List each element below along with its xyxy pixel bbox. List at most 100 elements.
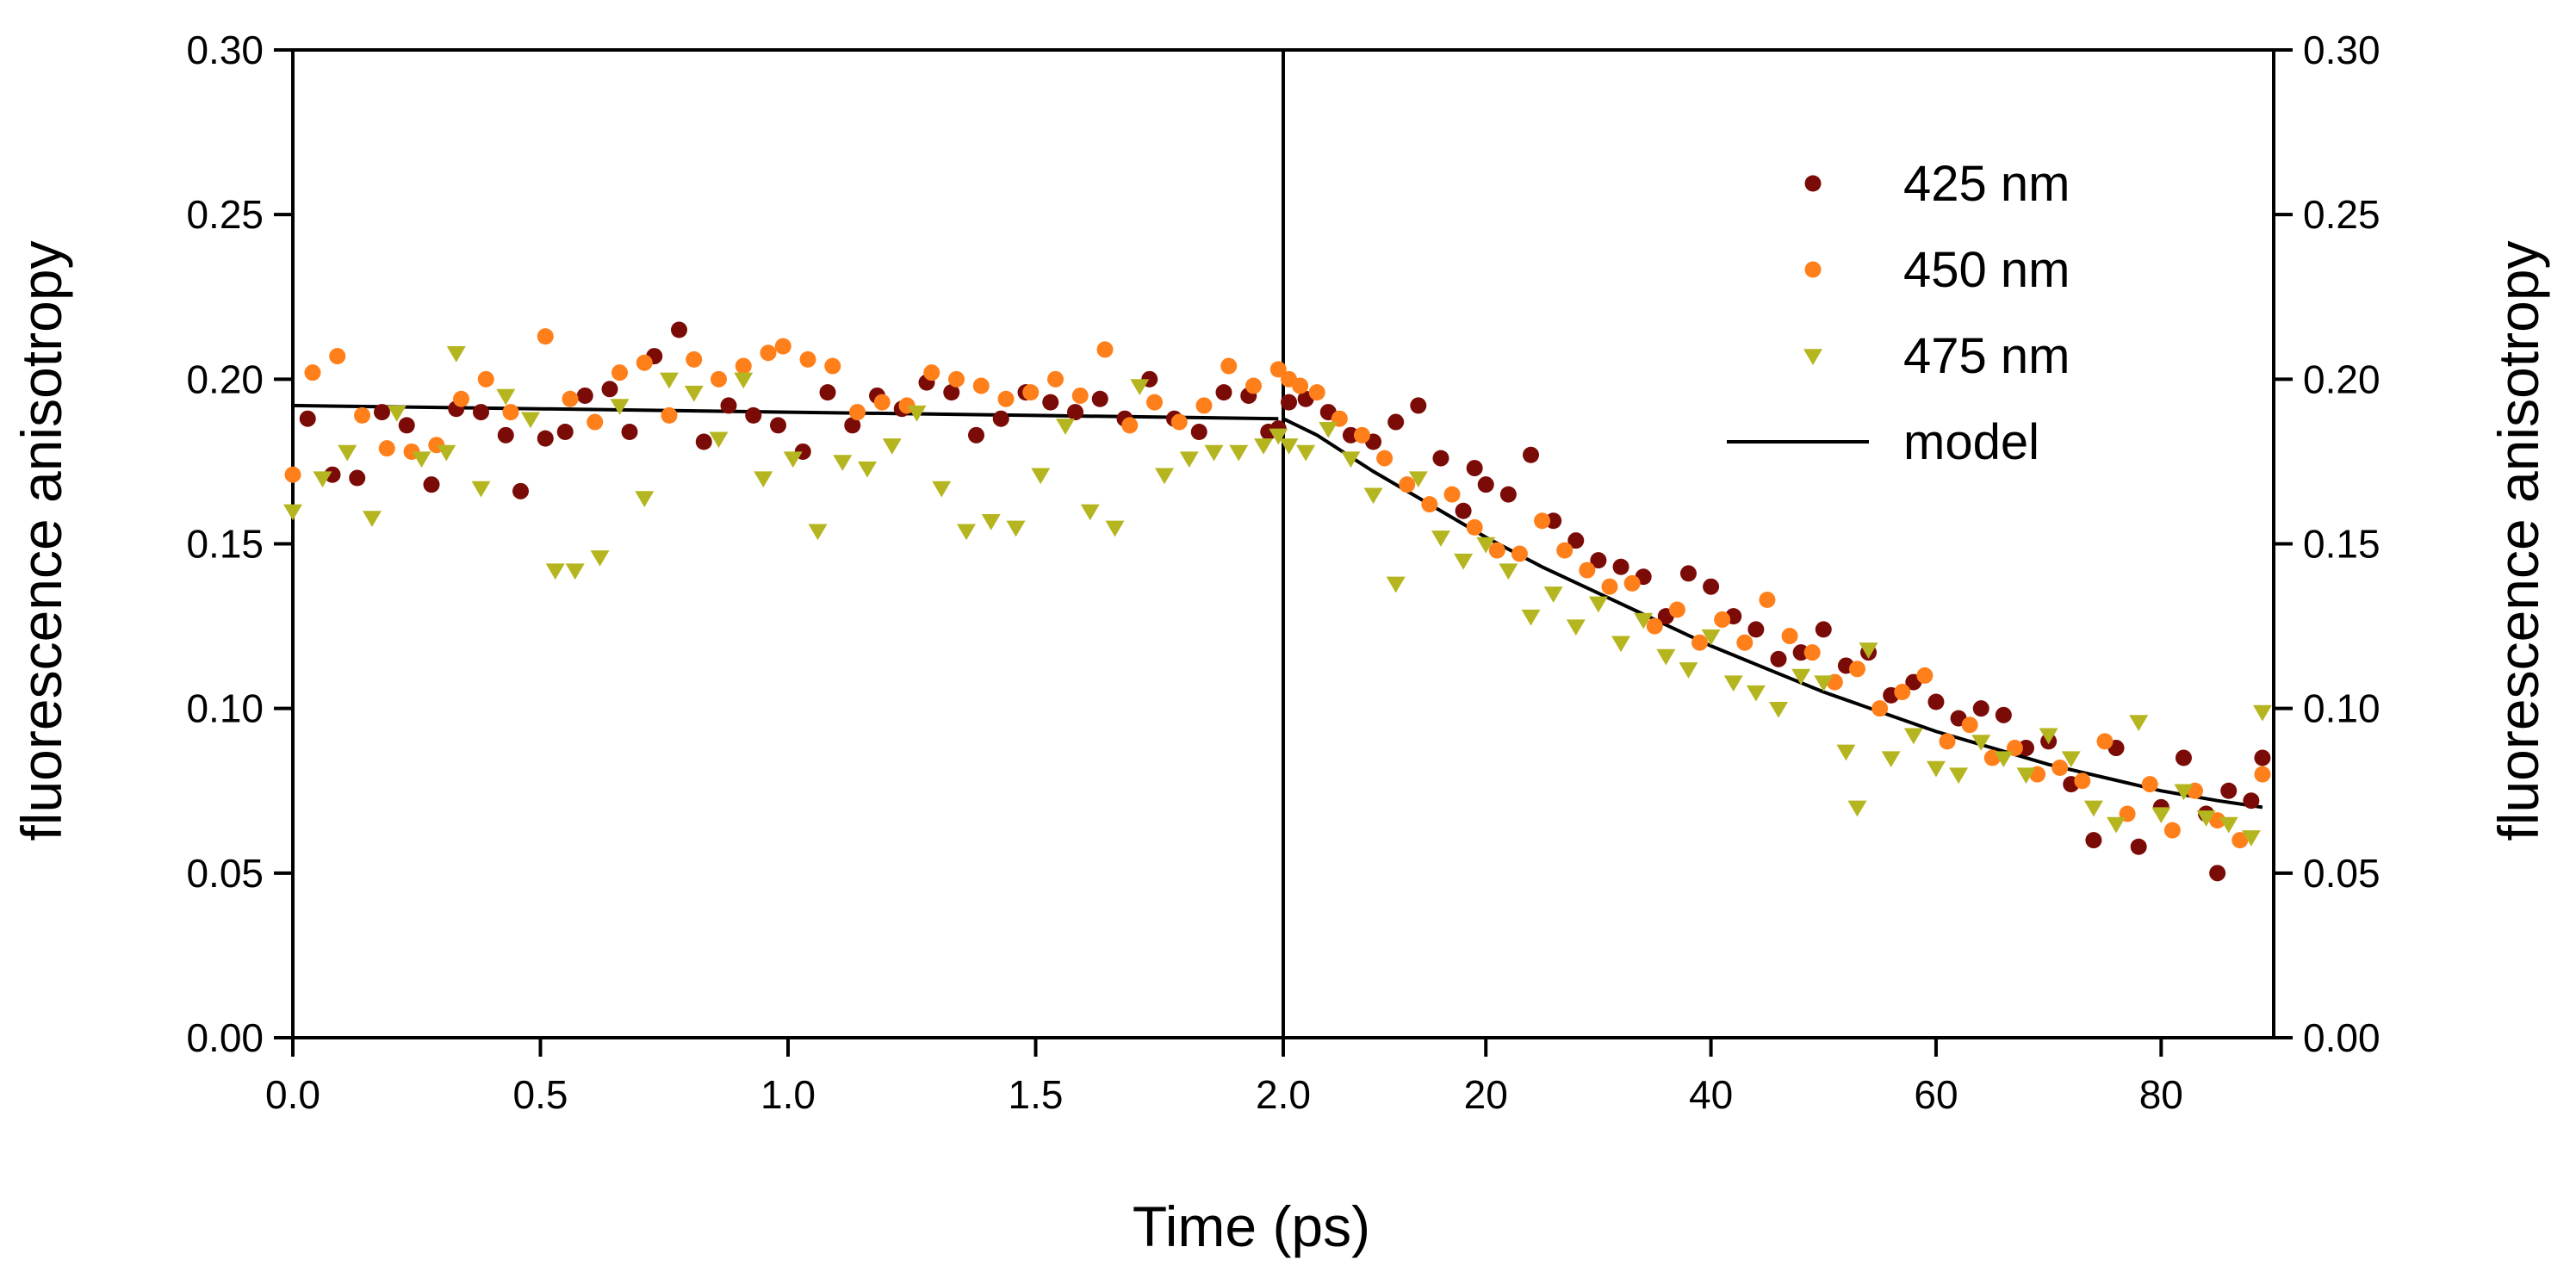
point-s475 — [1269, 428, 1288, 445]
x-tick-label: 60 — [1914, 1072, 1958, 1117]
point-s450 — [2254, 766, 2271, 783]
point-s425 — [1927, 693, 1945, 710]
point-s475 — [1949, 767, 1969, 785]
y-axis-title-left: fluorescence anisotropy — [9, 240, 73, 841]
point-s475 — [882, 438, 902, 455]
point-s425 — [1972, 700, 1989, 717]
point-s425 — [968, 426, 984, 444]
legend-label-s450: 450 nm — [1903, 242, 2070, 298]
point-s475 — [610, 399, 630, 415]
point-s425 — [671, 321, 687, 338]
y-tick-label-right: 0.10 — [2303, 686, 2380, 731]
point-s475 — [1723, 675, 1743, 692]
point-s450 — [1511, 545, 1528, 562]
point-s425 — [1545, 512, 1562, 530]
point-s475 — [496, 388, 516, 406]
point-s425 — [2209, 865, 2226, 882]
y-tick-label-left: 0.15 — [186, 522, 264, 567]
y-tick-label-right: 0.30 — [2303, 28, 2380, 72]
point-s475 — [754, 471, 773, 488]
point-s475 — [684, 385, 704, 402]
point-s450 — [1623, 574, 1641, 592]
point-s450 — [735, 357, 752, 375]
point-s475 — [734, 372, 754, 389]
point-s425 — [1432, 450, 1449, 467]
point-s475 — [2039, 728, 2058, 745]
point-s450 — [1443, 486, 1461, 503]
point-s425 — [1499, 486, 1517, 503]
point-s425 — [576, 387, 593, 404]
point-s425 — [2220, 782, 2238, 799]
x-axis-title: Time (ps) — [1133, 1194, 1370, 1258]
points-layer — [283, 321, 2272, 882]
point-s425 — [1190, 424, 1207, 441]
point-s450 — [1292, 377, 1309, 394]
point-s450 — [849, 404, 866, 421]
point-s450 — [1121, 417, 1139, 434]
point-s450 — [2074, 772, 2091, 790]
point-s425 — [1612, 558, 1629, 575]
point-s475 — [808, 524, 828, 541]
point-s450 — [1308, 384, 1325, 401]
point-s450 — [1376, 450, 1394, 467]
point-s475 — [1319, 421, 1338, 438]
point-s450 — [1848, 661, 1865, 678]
point-s475 — [981, 514, 1001, 530]
point-s475 — [363, 511, 382, 527]
x-tick-label: 20 — [1464, 1072, 1508, 1117]
point-s425 — [1091, 390, 1108, 407]
point-s475 — [521, 412, 540, 429]
point-s450 — [1399, 476, 1416, 493]
point-s475 — [1031, 468, 1051, 485]
point-s450 — [537, 328, 554, 345]
x-tick-label: 1.0 — [760, 1072, 816, 1117]
point-s475 — [957, 524, 976, 541]
point-s425 — [324, 466, 341, 483]
point-s450 — [1714, 611, 1731, 628]
point-s450 — [1170, 413, 1188, 431]
point-s475 — [1499, 563, 1518, 580]
point-s475 — [1431, 530, 1450, 547]
y-tick-label-left: 0.20 — [186, 357, 264, 401]
point-s475 — [545, 563, 565, 580]
point-s425 — [621, 424, 638, 441]
x-tick-label: 0.5 — [513, 1072, 568, 1117]
point-s450 — [1353, 426, 1370, 444]
point-s425 — [556, 424, 574, 441]
point-s450 — [1466, 518, 1483, 536]
y-tick-label-right: 0.25 — [2303, 192, 2380, 237]
point-s425 — [943, 384, 960, 401]
point-s475 — [1543, 586, 1563, 603]
point-s450 — [2096, 733, 2114, 750]
point-s450 — [329, 348, 346, 365]
point-s425 — [770, 417, 786, 434]
point-s425 — [745, 406, 762, 424]
point-s425 — [819, 384, 836, 401]
y-tick-label-right: 0.05 — [2303, 851, 2380, 896]
point-s475 — [590, 550, 610, 567]
point-s450 — [1691, 634, 1709, 651]
point-s450 — [2141, 776, 2158, 793]
point-s450 — [2163, 822, 2181, 839]
point-s450 — [686, 351, 703, 368]
point-s425 — [1387, 413, 1405, 431]
point-s450 — [1759, 591, 1776, 608]
point-s450 — [1939, 733, 1956, 750]
point-s425 — [2175, 749, 2192, 766]
point-s450 — [1803, 644, 1821, 661]
point-s450 — [1269, 361, 1287, 378]
y-tick-label-right: 0.15 — [2303, 522, 2380, 567]
point-s450 — [587, 413, 604, 431]
point-s425 — [601, 381, 618, 398]
point-s475 — [1836, 744, 1856, 761]
point-s450 — [2209, 812, 2226, 829]
point-s475 — [660, 372, 679, 389]
point-s475 — [1341, 451, 1361, 468]
point-s475 — [1080, 504, 1100, 521]
point-s475 — [2241, 830, 2261, 847]
point-s450 — [824, 357, 841, 375]
legend-label-s425: 425 nm — [1903, 156, 2070, 212]
point-s450 — [873, 394, 891, 411]
point-s475 — [1155, 468, 1174, 485]
point-s425 — [2243, 792, 2260, 810]
